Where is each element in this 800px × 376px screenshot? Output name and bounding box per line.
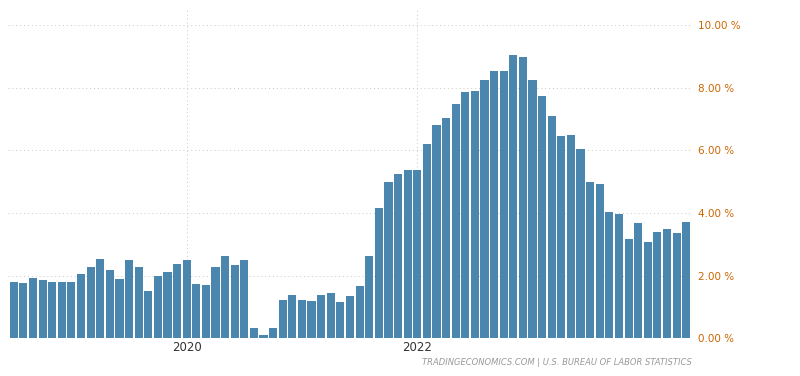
Bar (490, 71, 498, 338)
Bar (500, 71, 508, 338)
Bar (29, 277, 37, 338)
Bar (394, 174, 402, 338)
Bar (384, 182, 393, 338)
Bar (461, 92, 470, 338)
Bar (182, 260, 190, 338)
Bar (144, 291, 152, 338)
Bar (269, 328, 278, 338)
Bar (154, 276, 162, 338)
Bar (67, 282, 75, 338)
Bar (596, 184, 604, 338)
Bar (586, 182, 594, 338)
Bar (471, 91, 479, 338)
Bar (106, 270, 114, 338)
Bar (481, 80, 489, 338)
Bar (211, 267, 219, 338)
Bar (230, 265, 239, 338)
Bar (125, 260, 133, 338)
Bar (625, 239, 633, 338)
Bar (10, 282, 18, 338)
Bar (278, 300, 287, 338)
Bar (451, 104, 460, 338)
Bar (163, 271, 171, 338)
Bar (288, 296, 297, 338)
Bar (634, 223, 642, 338)
Bar (510, 55, 518, 338)
Bar (19, 283, 27, 338)
Bar (374, 208, 383, 338)
Bar (365, 256, 374, 338)
Bar (202, 285, 210, 338)
Bar (442, 118, 450, 338)
Bar (558, 136, 566, 338)
Bar (86, 267, 94, 338)
Bar (38, 280, 46, 338)
Bar (192, 284, 200, 338)
Bar (173, 264, 181, 338)
Bar (673, 233, 681, 338)
Bar (355, 286, 364, 338)
Bar (615, 214, 623, 338)
Bar (77, 274, 85, 338)
Bar (422, 144, 431, 338)
Bar (336, 302, 345, 338)
Bar (48, 282, 56, 338)
Text: TRADINGECONOMICS.COM | U.S. BUREAU OF LABOR STATISTICS: TRADINGECONOMICS.COM | U.S. BUREAU OF LA… (422, 358, 692, 367)
Bar (96, 259, 104, 338)
Bar (644, 242, 652, 338)
Bar (221, 256, 229, 338)
Bar (346, 296, 354, 338)
Bar (298, 300, 306, 338)
Bar (413, 170, 422, 338)
Bar (538, 96, 546, 338)
Bar (259, 335, 268, 338)
Bar (663, 229, 671, 338)
Bar (432, 125, 441, 338)
Bar (250, 328, 258, 338)
Bar (606, 211, 614, 338)
Bar (240, 260, 249, 338)
Bar (529, 80, 537, 338)
Bar (519, 57, 527, 338)
Bar (654, 232, 662, 338)
Bar (403, 170, 412, 338)
Bar (682, 223, 690, 338)
Bar (115, 279, 123, 338)
Bar (548, 116, 556, 338)
Bar (567, 135, 575, 338)
Bar (577, 149, 585, 338)
Bar (58, 282, 66, 338)
Bar (326, 293, 335, 338)
Bar (317, 296, 326, 338)
Bar (307, 302, 316, 338)
Bar (134, 267, 142, 338)
